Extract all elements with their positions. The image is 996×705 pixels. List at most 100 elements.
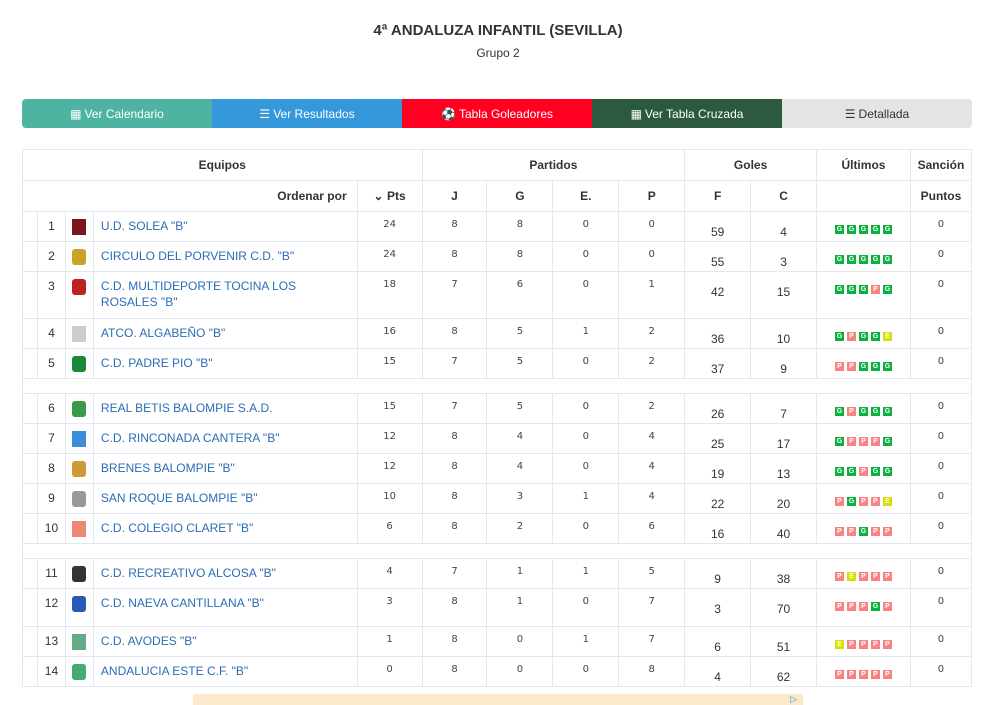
result-badge: P <box>846 332 856 342</box>
shield-icon <box>72 431 87 447</box>
sort-pts[interactable]: ⌄ Pts <box>356 180 423 212</box>
result-badge: P <box>858 572 868 582</box>
table-row: 3 C.D. MULTIDEPORTE TOCINA LOS ROSALES "… <box>22 271 973 319</box>
shield-icon <box>72 664 87 680</box>
team-logo[interactable] <box>64 271 94 319</box>
result-badge: P <box>846 640 856 650</box>
result-badge: P <box>882 640 892 650</box>
team-logo[interactable] <box>64 393 94 424</box>
team-logo[interactable] <box>64 656 94 687</box>
goals-for: 6 <box>684 626 752 657</box>
nav-button-ver-resultados[interactable]: ☰ Ver Resultados <box>212 99 402 128</box>
team-logo[interactable] <box>64 211 94 242</box>
team-logo[interactable] <box>64 483 94 514</box>
team-name-link[interactable]: ATCO. ALGABEÑO "B" <box>92 318 358 349</box>
won: 4 <box>486 453 554 484</box>
result-badge: P <box>870 670 880 680</box>
result-badge: P <box>834 602 844 612</box>
team-logo[interactable] <box>64 348 94 379</box>
team-name-link[interactable]: BRENES BALOMPIE "B" <box>92 453 358 484</box>
team-logo[interactable] <box>64 588 94 627</box>
sancion: 0 <box>909 513 973 544</box>
pts: 1 <box>356 626 423 657</box>
goals-for: 25 <box>684 423 752 454</box>
position: 11 <box>36 558 66 589</box>
team-logo[interactable] <box>64 626 94 657</box>
nav-label: Tabla Goleadores <box>458 106 553 121</box>
shield-icon <box>72 521 87 537</box>
played: 7 <box>421 348 488 379</box>
goals-for: 4 <box>684 656 752 687</box>
pts: 12 <box>356 423 423 454</box>
result-badge: P <box>834 497 844 507</box>
team-name-link[interactable]: REAL BETIS BALOMPIE S.A.D. <box>92 393 358 424</box>
row-marker <box>22 271 38 319</box>
goals-for: 55 <box>684 241 752 272</box>
result-badge: G <box>834 225 844 235</box>
goals-against: 62 <box>750 656 817 687</box>
table-row: 9 SAN ROQUE BALOMPIE "B" 10 8 3 1 4 22 2… <box>22 483 973 514</box>
result-badge: G <box>834 285 844 295</box>
nav-button-ver-tabla-cruzada[interactable]: ▦ Ver Tabla Cruzada <box>592 99 782 128</box>
drawn: 0 <box>552 348 620 379</box>
result-badge: G <box>858 407 868 417</box>
result-badge: P <box>858 670 868 680</box>
position: 6 <box>36 393 66 424</box>
team-logo[interactable] <box>64 558 94 589</box>
result-badge: G <box>834 255 844 265</box>
sancion: 0 <box>909 271 973 319</box>
team-name-link[interactable]: C.D. RECREATIVO ALCOSA "B" <box>92 558 358 589</box>
drawn: 0 <box>552 271 620 319</box>
goals-for: 9 <box>684 558 752 589</box>
team-logo[interactable] <box>64 318 94 349</box>
result-badge: E <box>834 640 844 650</box>
pts: 16 <box>356 318 423 349</box>
team-logo[interactable] <box>64 423 94 454</box>
team-name-link[interactable]: C.D. PADRE PIO "B" <box>92 348 358 379</box>
ad-banner[interactable]: ▷ <box>193 694 803 705</box>
team-logo[interactable] <box>64 241 94 272</box>
adchoices-icon[interactable]: ▷ <box>790 694 797 704</box>
goals-for: 59 <box>684 211 752 242</box>
result-badge: P <box>870 640 880 650</box>
result-badge: G <box>870 602 880 612</box>
team-name-link[interactable]: ANDALUCIA ESTE C.F. "B" <box>92 656 358 687</box>
table-row: 8 BRENES BALOMPIE "B" 12 8 4 0 4 19 13 G… <box>22 453 973 484</box>
table-row: 6 REAL BETIS BALOMPIE S.A.D. 15 7 5 0 2 … <box>22 393 973 424</box>
goals-against: 7 <box>750 393 817 424</box>
result-badge: P <box>834 362 844 372</box>
result-badge: G <box>834 467 844 477</box>
team-name-link[interactable]: C.D. NAEVA CANTILLANA "B" <box>92 588 358 627</box>
team-name-link[interactable]: C.D. MULTIDEPORTE TOCINA LOS ROSALES "B" <box>92 271 358 319</box>
goals-against: 15 <box>750 271 817 319</box>
pts: 24 <box>356 211 423 242</box>
goals-for: 22 <box>684 483 752 514</box>
nav-button-tabla-goleadores[interactable]: ⚽ Tabla Goleadores <box>402 99 592 128</box>
nav-button-detallada[interactable]: ☰ Detallada <box>782 99 972 128</box>
team-name-link[interactable]: C.D. COLEGIO CLARET "B" <box>92 513 358 544</box>
team-logo[interactable] <box>64 453 94 484</box>
lost: 4 <box>618 453 686 484</box>
result-badge: G <box>882 407 892 417</box>
team-logo[interactable] <box>64 513 94 544</box>
pts: 3 <box>356 588 423 627</box>
team-name-link[interactable]: U.D. SOLEA "B" <box>92 211 358 242</box>
played: 7 <box>421 393 488 424</box>
nav-button-ver-calendario[interactable]: ▦ Ver Calendario <box>22 99 212 128</box>
result-badge: G <box>846 285 856 295</box>
goals-against: 10 <box>750 318 817 349</box>
result-badge: G <box>882 285 892 295</box>
team-name-link[interactable]: C.D. AVODES "B" <box>92 626 358 657</box>
team-name-link[interactable]: SAN ROQUE BALOMPIE "B" <box>92 483 358 514</box>
lost: 7 <box>618 588 686 627</box>
header-ultimos: Últimos <box>816 149 911 181</box>
drawn: 0 <box>552 393 620 424</box>
team-name-link[interactable]: CIRCULO DEL PORVENIR C.D. "B" <box>92 241 358 272</box>
result-badge: G <box>858 527 868 537</box>
result-badge: P <box>870 285 880 295</box>
team-name-link[interactable]: C.D. RINCONADA CANTERA "B" <box>92 423 358 454</box>
played: 7 <box>421 271 488 319</box>
